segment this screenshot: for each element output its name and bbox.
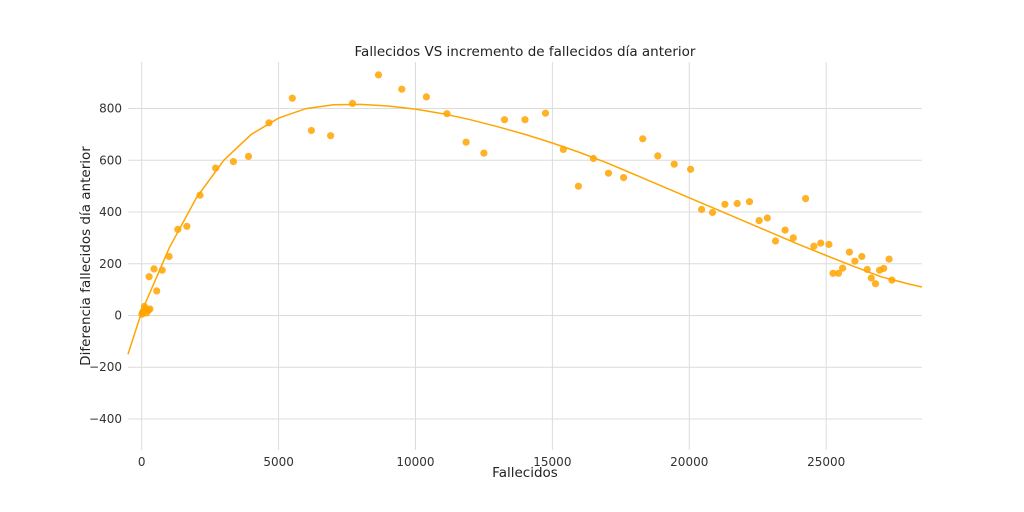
plot-background bbox=[128, 62, 922, 450]
data-point bbox=[858, 252, 866, 261]
data-point bbox=[745, 198, 754, 206]
data-point bbox=[174, 225, 182, 233]
data-point bbox=[500, 116, 509, 124]
data-point bbox=[374, 71, 383, 79]
grid-layer bbox=[128, 62, 922, 450]
data-point bbox=[829, 269, 837, 277]
data-point bbox=[265, 119, 273, 127]
data-point bbox=[462, 138, 470, 146]
data-point bbox=[733, 199, 741, 208]
data-point bbox=[158, 266, 166, 274]
x-tick-label: 10000 bbox=[396, 455, 434, 469]
data-point bbox=[150, 265, 158, 273]
y-tick-labels: −400 −200 0 200 400 600 800 bbox=[89, 102, 122, 426]
data-point bbox=[834, 269, 843, 277]
data-point bbox=[348, 99, 357, 107]
data-point bbox=[781, 226, 789, 234]
x-tick-labels: 0 5000 10000 15000 20000 25000 bbox=[138, 455, 845, 469]
data-point bbox=[880, 264, 888, 272]
data-point bbox=[212, 164, 220, 172]
data-point bbox=[398, 85, 406, 93]
data-point bbox=[153, 287, 161, 295]
data-point bbox=[574, 182, 583, 190]
data-point bbox=[620, 174, 628, 182]
data-point bbox=[422, 93, 430, 101]
data-point bbox=[755, 217, 763, 225]
data-point bbox=[670, 160, 678, 168]
data-point bbox=[839, 264, 847, 272]
y-tick-label: 600 bbox=[99, 153, 122, 167]
data-point bbox=[708, 208, 717, 217]
data-point bbox=[589, 154, 598, 163]
fit-curve-line bbox=[127, 103, 923, 355]
data-point bbox=[229, 158, 237, 166]
y-tick-label: 200 bbox=[99, 257, 122, 271]
chart-title: Fallecidos VS incremento de fallecidos d… bbox=[355, 44, 696, 60]
y-axis-title: Diferencia fallecidos día anterior bbox=[78, 146, 94, 366]
data-point bbox=[288, 94, 296, 102]
data-point bbox=[604, 169, 613, 177]
data-point bbox=[307, 126, 315, 135]
data-point bbox=[480, 149, 488, 157]
data-point bbox=[183, 222, 191, 230]
data-point bbox=[789, 234, 797, 242]
y-tick-label: −200 bbox=[89, 360, 122, 374]
data-point bbox=[244, 152, 253, 160]
y-tick-label: 400 bbox=[99, 205, 122, 219]
data-point bbox=[559, 145, 567, 153]
data-point bbox=[654, 152, 662, 160]
data-point bbox=[863, 265, 871, 274]
data-point bbox=[871, 280, 880, 288]
data-point bbox=[885, 255, 893, 263]
data-point bbox=[145, 273, 153, 281]
data-point bbox=[165, 252, 173, 261]
data-point bbox=[867, 274, 875, 282]
data-point bbox=[541, 109, 550, 117]
y-tick-label: 800 bbox=[99, 102, 122, 116]
x-tick-label: 15000 bbox=[533, 455, 571, 469]
data-point bbox=[851, 257, 859, 265]
points-layer bbox=[138, 71, 896, 318]
x-tick-label: 5000 bbox=[263, 455, 294, 469]
data-point bbox=[721, 200, 729, 208]
data-point bbox=[443, 110, 451, 118]
data-point bbox=[327, 132, 335, 140]
data-point bbox=[825, 240, 833, 248]
data-point bbox=[687, 165, 695, 173]
data-point bbox=[817, 239, 825, 247]
data-point bbox=[639, 135, 647, 143]
data-point bbox=[196, 191, 204, 199]
x-tick-label: 20000 bbox=[670, 455, 708, 469]
data-point bbox=[845, 248, 854, 256]
data-point bbox=[771, 237, 780, 245]
data-point bbox=[810, 242, 818, 250]
data-point bbox=[521, 116, 529, 124]
data-point bbox=[802, 195, 810, 203]
x-tick-label: 0 bbox=[138, 455, 146, 469]
data-point bbox=[763, 214, 771, 222]
data-point bbox=[698, 205, 706, 213]
y-tick-label: 0 bbox=[114, 308, 122, 322]
y-tick-label: −400 bbox=[89, 412, 122, 426]
data-point bbox=[888, 276, 896, 284]
x-axis-title: Fallecidos bbox=[492, 465, 558, 481]
data-point bbox=[146, 305, 154, 313]
x-tick-label: 25000 bbox=[807, 455, 845, 469]
